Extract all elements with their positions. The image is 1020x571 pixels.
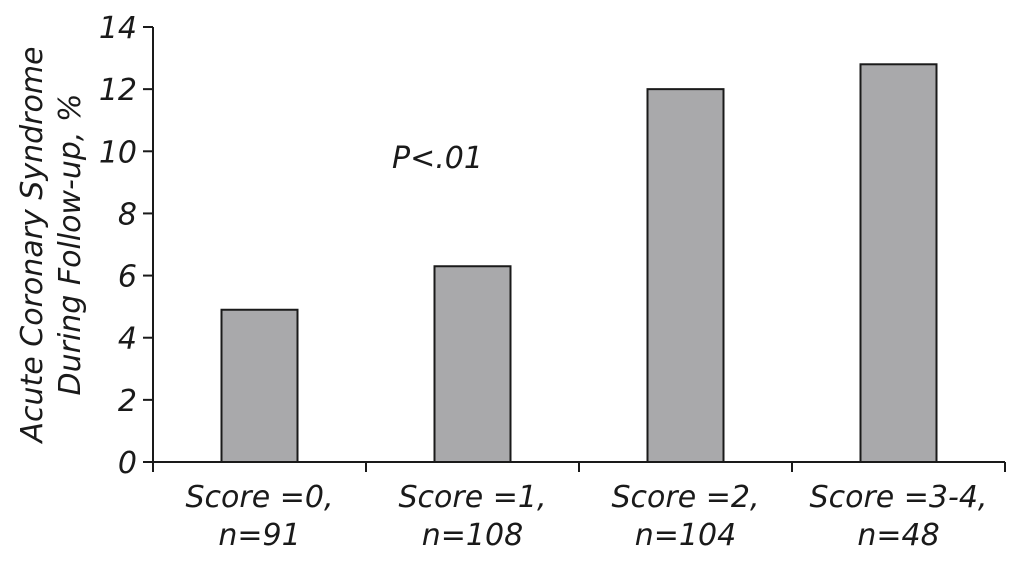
y-tick-label: 8	[118, 197, 137, 232]
y-tick-label: 12	[99, 73, 137, 108]
y-ticks: 0 2 4 6 8 10 12 14	[99, 11, 153, 481]
y-tick-label: 0	[118, 446, 137, 481]
bar	[220, 308, 299, 463]
y-tick-label: 10	[99, 135, 137, 170]
y-axis-title: Acute Coronary Syndrome During Follow-up,…	[15, 46, 88, 444]
x-tick-labels: Score =0,n=91 Score =1,n=108 Score =2,n=10…	[186, 480, 988, 553]
x-tick-label: Score =1,	[399, 480, 547, 515]
x-tick-label: n=104	[635, 518, 736, 553]
y-axis-title-line: During Follow-up, %	[53, 93, 88, 395]
x-tick-label: n=108	[422, 518, 523, 553]
bar	[859, 63, 938, 464]
x-tick-label: Score =0,	[186, 480, 334, 515]
y-tick-label: 14	[99, 11, 137, 46]
y-tick-label: 4	[118, 322, 137, 357]
bar	[646, 88, 725, 464]
x-tick-label: n=91	[218, 518, 300, 553]
y-tick-label: 6	[118, 260, 137, 295]
x-tick-label: n=48	[857, 518, 939, 553]
bar	[433, 265, 512, 463]
x-tick-label: Score =2,	[612, 480, 760, 515]
y-tick-label: 2	[118, 384, 137, 419]
bars	[220, 63, 938, 464]
p-value-annotation: P<.01	[392, 141, 483, 176]
y-axis-title-line: Acute Coronary Syndrome	[15, 46, 50, 444]
x-tick-label: Score =3-4,	[810, 480, 988, 515]
